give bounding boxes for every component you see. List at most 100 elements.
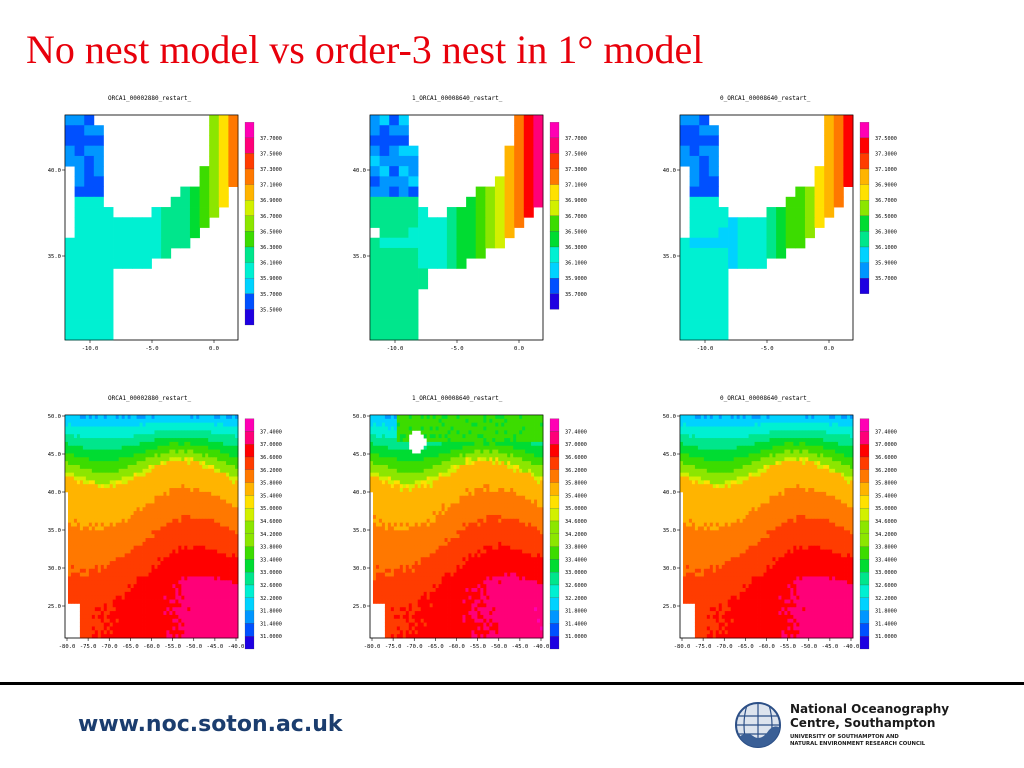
colorbar-label: 36.6000: [875, 455, 897, 461]
x-tick-label: -10.0: [697, 346, 714, 352]
y-tick-label: 45.0: [663, 452, 676, 458]
x-tick-label: -50.0: [800, 644, 817, 650]
y-tick-label: 35.0: [663, 254, 676, 260]
colorbar-label: 37.1000: [565, 183, 587, 189]
colorbar-label: 36.5000: [875, 214, 897, 220]
colorbar-label: 37.5000: [565, 151, 587, 157]
colorbar-label: 35.8000: [565, 481, 587, 487]
salinity-map: -80.0 -75.0 -70.0 -65.0 -60.0 -55.0 -50.0 -45.0…: [353, 414, 587, 650]
x-tick-label: -40.0: [228, 644, 245, 650]
salinity-field: [370, 415, 544, 639]
colorbar-label: 37.7000: [565, 136, 587, 142]
x-tick-label: -65.0: [737, 644, 754, 650]
salinity-field: [370, 115, 544, 341]
panel-title: 0_ORCA1_00008640_restart_: [720, 95, 811, 102]
x-tick-label: -45.0: [512, 644, 529, 650]
colorbar-label: 36.5000: [260, 229, 282, 235]
colorbar-label: 31.8000: [565, 609, 587, 615]
colorbar-label: 37.0000: [565, 442, 587, 448]
salinity-map: -10.0 -5.0 0.0 40.0 35.0 37.7000 37.5000 37.300…: [353, 114, 587, 352]
x-tick-label: -65.0: [122, 644, 139, 650]
salinity-field: [680, 115, 854, 341]
site-url: www.noc.soton.ac.uk: [78, 712, 343, 737]
colorbar-label: 36.1000: [260, 261, 282, 267]
salinity-field: [65, 115, 239, 341]
y-tick-label: 30.0: [48, 566, 61, 572]
panel-title: ORCA1_00002880_restart_: [108, 95, 192, 102]
colorbar-label: 37.5000: [875, 136, 897, 142]
panel-top-right: 0_ORCA1_00008640_restart_ -10.0 -5.0 0.0 40…: [655, 95, 955, 355]
panel-title: 1_ORCA1_00008640_restart_: [412, 95, 503, 102]
colorbar-label: 34.6000: [260, 519, 282, 525]
org-subtitle: UNIVERSITY OF SOUTHAMPTON AND NATURAL EN…: [790, 734, 926, 747]
y-tick-label: 40.0: [353, 490, 366, 496]
slide-title: No nest model vs order-3 nest in 1° mode…: [26, 27, 704, 72]
y-tick-label: 35.0: [663, 528, 676, 534]
colorbar-label: 34.6000: [875, 519, 897, 525]
colorbar-label: 35.4000: [260, 493, 282, 499]
colorbar-label: 36.9000: [260, 198, 282, 204]
colorbar-label: 31.4000: [875, 621, 897, 627]
colorbar: [859, 418, 870, 650]
colorbar-label: 34.2000: [260, 532, 282, 538]
x-tick-label: -80.0: [364, 644, 381, 650]
colorbar-label: 31.4000: [260, 621, 282, 627]
salinity-field: [680, 415, 854, 639]
y-tick-label: 30.0: [663, 566, 676, 572]
panel-top-left: ORCA1_00002880_restart_ -10.0 -5.0 0.0 40.0…: [40, 95, 340, 355]
panel-title: 1_ORCA1_00008640_restart_: [412, 395, 503, 402]
colorbar-label: 32.2000: [565, 596, 587, 602]
x-tick-label: -80.0: [59, 644, 76, 650]
colorbar-label: 37.4000: [260, 429, 282, 435]
colorbar-label: 35.4000: [875, 493, 897, 499]
colorbar-label: 33.4000: [875, 557, 897, 563]
y-tick-label: 50.0: [48, 414, 61, 420]
colorbar-label: 33.0000: [260, 570, 282, 576]
colorbar-label: 35.5000: [260, 307, 282, 313]
x-tick-label: -70.0: [406, 644, 423, 650]
colorbar-label: 32.2000: [260, 596, 282, 602]
colorbar-label: 35.7000: [260, 292, 282, 298]
salinity-map: -80.0 -75.0 -70.0 -65.0 -60.0 -55.0 -50.0 -45.0…: [663, 414, 897, 650]
colorbar-label: 31.0000: [875, 634, 897, 640]
colorbar-label: 36.7000: [565, 214, 587, 220]
colorbar: [244, 122, 255, 326]
colorbar-label: 32.6000: [260, 583, 282, 589]
salinity-map: -10.0 -5.0 0.0 40.0 35.0 37.5000 37.3000 37.100…: [663, 114, 897, 352]
noc-globe-logo: [735, 702, 781, 748]
x-tick-label: -60.0: [143, 644, 160, 650]
y-tick-label: 40.0: [48, 490, 61, 496]
colorbar-label: 31.0000: [565, 634, 587, 640]
colorbar-label: 36.6000: [260, 455, 282, 461]
colorbar-label: 35.7000: [565, 292, 587, 298]
colorbar-label: 33.0000: [875, 570, 897, 576]
colorbar-label: 31.8000: [260, 609, 282, 615]
colorbar: [549, 418, 560, 650]
y-tick-label: 40.0: [48, 168, 61, 174]
colorbar-label: 32.2000: [875, 596, 897, 602]
colorbar-label: 36.5000: [565, 229, 587, 235]
colorbar-label: 31.0000: [260, 634, 282, 640]
colorbar-label: 33.8000: [565, 545, 587, 551]
salinity-map: -10.0 -5.0 0.0 40.0 35.0 37.7000 37.5000 37.300…: [48, 114, 282, 352]
colorbar-label: 33.8000: [875, 545, 897, 551]
x-tick-label: 0.0: [824, 346, 834, 352]
salinity-field: [65, 415, 239, 639]
y-tick-label: 40.0: [353, 168, 366, 174]
y-tick-label: 35.0: [353, 254, 366, 260]
x-tick-label: -55.0: [779, 644, 796, 650]
y-tick-label: 50.0: [353, 414, 366, 420]
x-tick-label: -5.0: [760, 346, 773, 352]
colorbar-label: 36.7000: [875, 198, 897, 204]
colorbar-label: 36.9000: [565, 198, 587, 204]
x-tick-label: -70.0: [101, 644, 118, 650]
org-name: National Oceanography Centre, Southampto…: [790, 702, 950, 730]
x-tick-label: 0.0: [514, 346, 524, 352]
x-tick-label: -5.0: [145, 346, 158, 352]
colorbar-label: 35.0000: [565, 506, 587, 512]
x-tick-label: -45.0: [207, 644, 224, 650]
x-tick-label: -55.0: [164, 644, 181, 650]
colorbar: [244, 418, 255, 650]
colorbar-label: 37.7000: [260, 136, 282, 142]
y-tick-label: 45.0: [353, 452, 366, 458]
